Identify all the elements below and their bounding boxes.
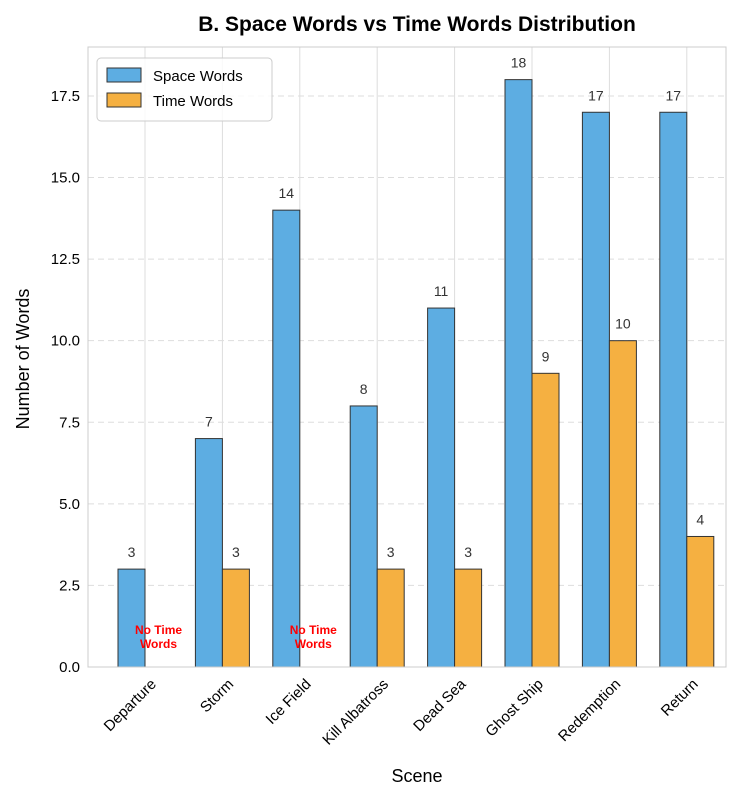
annotation-line: No Time: [290, 623, 337, 637]
space-words-bar: [272, 209, 301, 668]
x-tick-label: Ice Field: [263, 676, 315, 728]
y-tick-label: 5.0: [59, 496, 80, 513]
y-tick-label: 15.0: [51, 170, 80, 187]
time-words-bar: [376, 568, 405, 668]
bar-value-label: 17: [588, 87, 604, 103]
bar-value-label: 8: [360, 381, 368, 397]
x-tick-label: Redemption: [555, 676, 624, 745]
space-words-bar: [581, 111, 610, 668]
axis-layer: [87, 46, 727, 668]
legend: Space Words Time Words: [96, 57, 273, 122]
bar-value-label: 4: [696, 511, 704, 527]
legend-label: Time Words: [153, 93, 233, 110]
legend-swatch: [106, 92, 142, 108]
bar-value-label: 14: [279, 185, 295, 201]
chart-title: B. Space Words vs Time Words Distributio…: [198, 13, 636, 36]
space-words-bar: [659, 111, 688, 668]
space-words-bar: [427, 307, 456, 668]
bar-value-label: 18: [511, 55, 527, 71]
y-tick-label: 2.5: [59, 577, 80, 594]
space-words-bar: [504, 79, 533, 668]
y-axis-label: Number of Words: [13, 289, 33, 430]
bar-value-label: 9: [542, 348, 550, 364]
y-tick-label: 10.0: [51, 333, 80, 350]
time-words-bar: [686, 535, 715, 668]
no-time-words-annotation: No Time Words: [135, 623, 182, 651]
x-tick-label: Ghost Ship: [482, 676, 547, 741]
bar-value-label: 7: [205, 414, 213, 430]
bar-value-label: 3: [464, 544, 472, 560]
x-tick-label: Storm: [197, 676, 237, 716]
no-time-words-annotation: No Time Words: [290, 623, 337, 651]
x-tick-label: Kill Albatross: [319, 676, 392, 749]
x-tick-label: Dead Sea: [410, 675, 470, 735]
time-words-bar: [221, 568, 250, 668]
legend-label: Space Words: [153, 68, 243, 85]
space-words-bar: [117, 568, 146, 668]
y-tick-label: 12.5: [51, 251, 80, 268]
y-tick-label: 0.0: [59, 659, 80, 676]
x-axis-label: Scene: [391, 766, 442, 785]
legend-swatch: [106, 67, 142, 83]
y-tick-label: 17.5: [51, 88, 80, 105]
space-words-bar: [194, 438, 223, 668]
bar-value-label: 3: [128, 544, 136, 560]
annotation-line: Words: [295, 637, 332, 651]
y-tick-label: 7.5: [59, 414, 80, 431]
annotation-line: Words: [140, 637, 177, 651]
bar-value-label: 10: [615, 316, 631, 332]
bar-value-label: 11: [434, 283, 449, 299]
x-tick-label: Departure: [101, 676, 160, 735]
bar-value-label: 3: [387, 544, 395, 560]
bar-value-label: 3: [232, 544, 240, 560]
space-words-bar: [349, 405, 378, 668]
bar-layer: [117, 79, 715, 668]
x-tick-label: Return: [658, 676, 702, 720]
annotation-line: No Time: [135, 623, 182, 637]
plot-frame: [87, 46, 727, 668]
time-words-bar: [531, 372, 560, 668]
time-words-bar: [454, 568, 483, 668]
bar-value-label: 17: [666, 87, 682, 103]
time-words-bar: [608, 340, 637, 668]
